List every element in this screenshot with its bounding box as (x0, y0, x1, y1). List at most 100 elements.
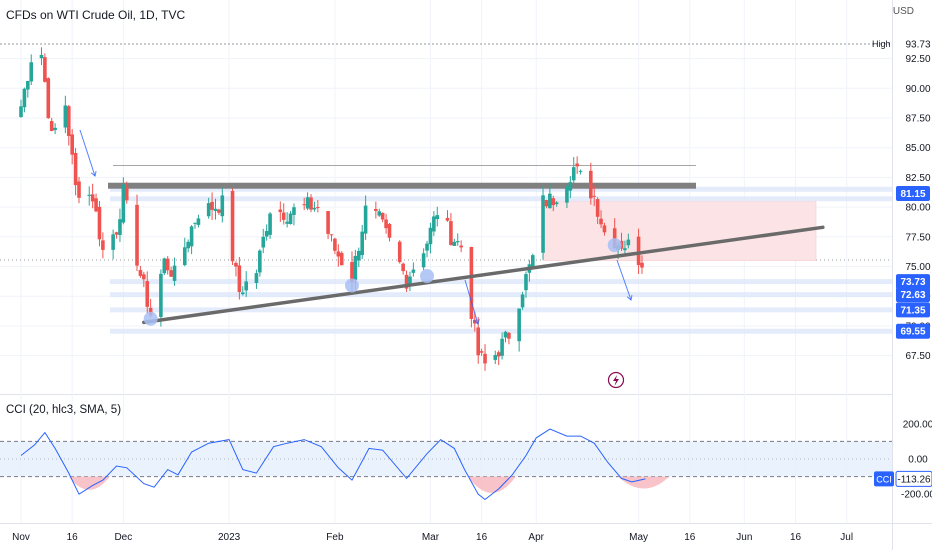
candle-body (244, 281, 248, 291)
candle-body (571, 167, 576, 181)
currency-label: USD (892, 6, 914, 17)
candle-body (288, 213, 293, 225)
candle-body (124, 187, 129, 201)
cci-last-value: -113.26 (897, 474, 931, 485)
candle-body (77, 181, 81, 198)
hint-arrow-head (473, 319, 480, 325)
touch-circle (607, 238, 622, 253)
level-band (110, 279, 892, 285)
candle-body (73, 152, 78, 186)
time-tick-label: Nov (12, 532, 30, 543)
time-tick-label: Apr (528, 532, 544, 543)
candle-body (380, 212, 385, 220)
candle-body (305, 197, 310, 209)
candle-body (397, 241, 402, 263)
candle-body (401, 263, 405, 272)
price-tick-label: 87.50 (905, 114, 930, 125)
candle-body (623, 248, 627, 251)
candle-body (29, 62, 34, 82)
candle-body (101, 240, 105, 250)
candle-body (421, 253, 426, 268)
candle-body (575, 163, 579, 167)
time-tick-label: 16 (684, 532, 696, 543)
candle-body (384, 219, 388, 229)
candle-body (292, 207, 296, 215)
candle-body (53, 127, 57, 131)
candle-body (524, 274, 528, 291)
candle-body (640, 262, 644, 268)
high-label: High (872, 39, 891, 49)
time-tick-label: May (629, 532, 648, 543)
candle-body (387, 223, 392, 238)
candle-body (254, 273, 259, 283)
supply-zone (542, 200, 817, 261)
candle-body (476, 327, 481, 356)
price-tick-label: 67.50 (905, 351, 930, 362)
candle-body (63, 105, 68, 128)
candle-body (70, 134, 74, 155)
price-label-box (896, 185, 930, 201)
level-band (110, 307, 892, 313)
candle-body (302, 204, 306, 206)
candle-body (360, 231, 364, 256)
candle-body (19, 106, 23, 117)
candle-body (329, 234, 334, 236)
event-icon (607, 371, 625, 389)
hint-arrow-head (90, 171, 97, 177)
price-label-box (896, 302, 930, 318)
candle-body (493, 354, 498, 360)
candle-body (165, 258, 170, 271)
candle-body (592, 195, 597, 197)
candle-body (459, 245, 463, 248)
candle-body (148, 307, 153, 316)
candle-body (411, 269, 416, 273)
candle-body (159, 273, 163, 318)
candle-body (90, 194, 95, 202)
candle-body (281, 212, 286, 220)
candle-body (336, 251, 341, 257)
candle-body (87, 194, 92, 196)
candle-body (43, 57, 47, 82)
candle-body (554, 202, 559, 205)
level-band (110, 186, 892, 192)
cci-tick-label: 200.00 (903, 419, 932, 430)
time-tick-label: 16 (476, 532, 488, 543)
candle-body (118, 219, 122, 235)
candle-body (169, 270, 173, 277)
candle-body (46, 78, 51, 119)
candle-body (186, 241, 190, 249)
candle-body (210, 201, 214, 210)
time-tick-label: Jun (736, 532, 752, 543)
candle-body (483, 353, 487, 364)
candle-body (237, 265, 242, 293)
lightning-icon (613, 375, 619, 386)
candle-body (425, 243, 429, 251)
candle-body (500, 338, 504, 356)
candle-body (111, 234, 115, 250)
candle-body (66, 106, 71, 136)
candle-body (626, 239, 631, 246)
candle-body (350, 262, 354, 283)
price-label-box (896, 323, 930, 339)
price-tick-label: 90.00 (905, 84, 930, 95)
candle-body (452, 241, 457, 246)
level-band (110, 328, 892, 334)
candle-body (240, 292, 245, 295)
price-tick-label: 77.50 (905, 232, 930, 243)
candle-body (206, 203, 211, 217)
price-label-text: 73.73 (900, 277, 925, 288)
price-label-box (896, 274, 930, 290)
candle-body (121, 184, 126, 223)
candle-body (182, 247, 187, 266)
candle-body (517, 308, 521, 342)
candle-body (435, 215, 440, 220)
hint-arrow (616, 259, 632, 301)
candle-body (589, 170, 593, 199)
candle-body (145, 281, 150, 307)
candle-body (333, 238, 337, 251)
high-value: 93.73 (905, 39, 930, 50)
candle-body (49, 121, 54, 131)
candle-body (97, 206, 102, 240)
candle-body (578, 170, 583, 172)
